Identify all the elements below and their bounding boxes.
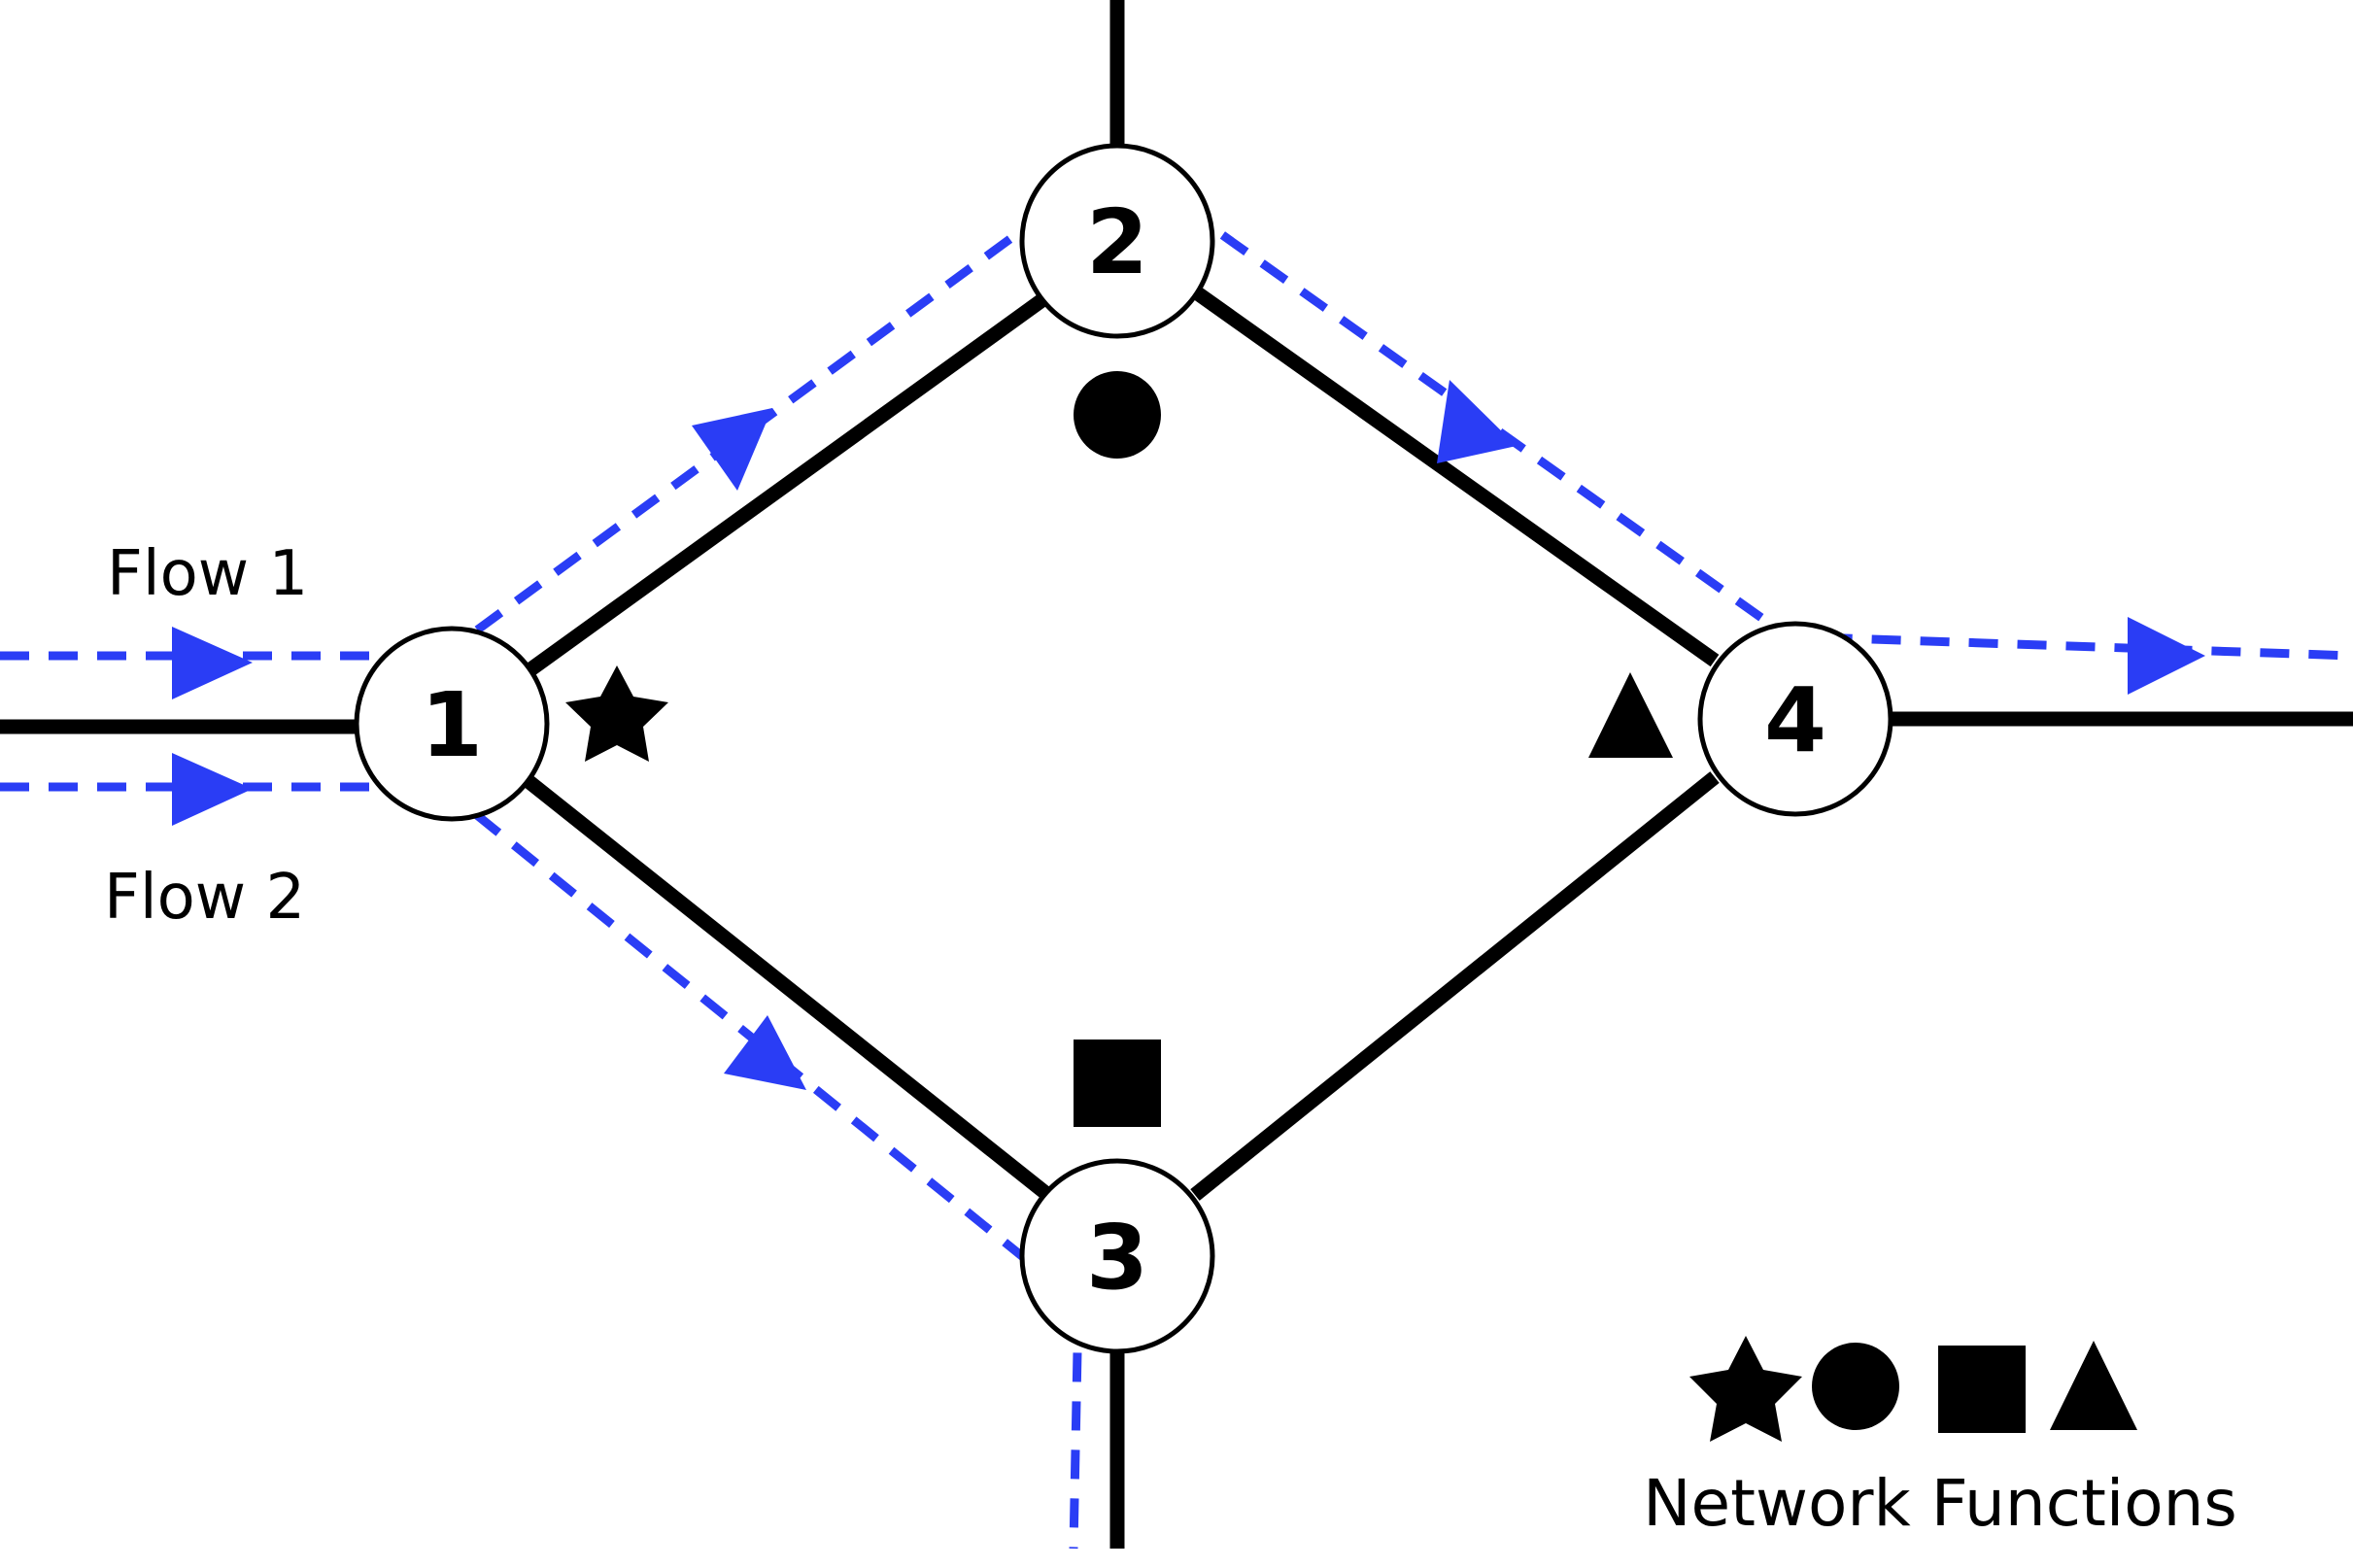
circle-icon — [1074, 371, 1161, 459]
triangle-icon — [1588, 672, 1673, 758]
node-1-label: 1 — [421, 673, 483, 777]
flow-1-arrow-1-2 — [692, 408, 772, 491]
node-4-label: 4 — [1764, 668, 1826, 772]
flow-paths — [0, 160, 2353, 1549]
legend-circle-icon — [1812, 1343, 1899, 1430]
flow-1-arrow-outbound — [2128, 617, 2205, 695]
legend-star-icon — [1689, 1336, 1802, 1442]
flow-2-arrow-inbound — [172, 753, 253, 826]
legend-label: Network Functions — [1643, 1466, 2237, 1541]
node-3-label: 3 — [1086, 1206, 1148, 1310]
flow-1-arrow-inbound — [172, 627, 253, 699]
link-1-3 — [529, 782, 1054, 1200]
node-3[interactable]: 3 — [1022, 1161, 1212, 1351]
legend-triangle-icon — [2050, 1341, 2137, 1430]
network-function-markers — [565, 371, 1673, 1127]
flow-2-arrow-1-3 — [724, 1015, 806, 1090]
flow-2-label: Flow 2 — [104, 862, 305, 934]
legend-square-icon — [1938, 1346, 2026, 1433]
star-icon — [565, 665, 668, 762]
flow-1-label: Flow 1 — [107, 538, 308, 610]
square-icon — [1074, 1040, 1161, 1127]
flow-1-arrow-2-4 — [1437, 380, 1517, 463]
node-2-label: 2 — [1086, 190, 1148, 294]
link-2-4 — [1195, 291, 1715, 661]
node-2[interactable]: 2 — [1022, 146, 1212, 336]
link-3-4 — [1195, 777, 1715, 1195]
node-4[interactable]: 4 — [1700, 624, 1891, 814]
legend: Network Functions — [1643, 1336, 2237, 1541]
link-1-2 — [529, 291, 1054, 670]
node-1[interactable]: 1 — [357, 629, 547, 819]
